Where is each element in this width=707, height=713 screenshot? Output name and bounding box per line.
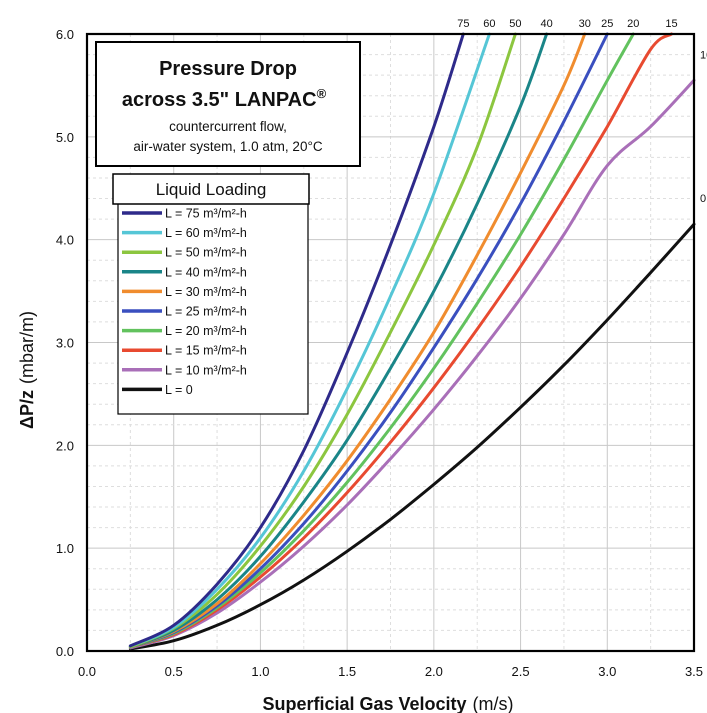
tick-labels: 0.0 0.5 1.0 1.5 2.0 2.5 3.0 3.5 0.0 1.0 2.0 3.0 4.0 5…	[56, 27, 703, 679]
series-line	[128, 32, 609, 649]
chart-title-line1: Pressure Drop	[159, 58, 297, 80]
x-tick-label: 0.5	[165, 664, 183, 679]
legend-entry-label: L = 75 m³/m²-h	[165, 207, 247, 221]
y-tick-label: 3.0	[56, 336, 74, 351]
chart-title-line2: across 3.5" LANPAC®	[122, 86, 327, 111]
x-axis-title: Superficial Gas Velocity (m/s)	[262, 694, 513, 713]
series-line	[128, 32, 673, 649]
curve-end-label: 10	[700, 49, 707, 61]
legend: Liquid Loading L = 75 m³/m²-h L = 60 m³/m…	[112, 173, 310, 415]
y-axis-title-unit: (mbar/m)	[17, 311, 37, 384]
curve-end-label: 20	[627, 18, 639, 30]
x-tick-label: 2.0	[425, 664, 443, 679]
curve-end-labels: 75 60 50 40 30 25 20 15 10 0	[457, 18, 707, 205]
chart-subtitle-line1: countercurrent flow,	[169, 119, 287, 134]
x-axis-title-unit: (m/s)	[473, 694, 514, 713]
x-tick-label: 0.0	[78, 664, 96, 679]
legend-title: Liquid Loading	[156, 180, 267, 199]
y-tick-label: 0.0	[56, 644, 74, 659]
y-axis-title-main: ΔP/z	[17, 390, 37, 429]
legend-entry-label: L = 25 m³/m²-h	[165, 305, 247, 319]
y-axis-title: ΔP/z (mbar/m)	[17, 311, 37, 429]
curve-end-label: 50	[509, 18, 521, 30]
curve-end-label: 30	[579, 18, 591, 30]
curve-end-label: 15	[665, 18, 677, 30]
x-tick-label: 3.0	[598, 664, 616, 679]
title-box: Pressure Drop across 3.5" LANPAC® counte…	[95, 41, 361, 167]
chart-title-line2-text: across 3.5" LANPAC	[122, 89, 317, 111]
x-tick-label: 3.5	[685, 664, 703, 679]
series-line	[128, 222, 696, 651]
title-box-frame	[95, 41, 361, 167]
curve-end-label: 60	[483, 18, 495, 30]
legend-entry-label: L = 10 m³/m²-h	[165, 363, 247, 377]
legend-items: L = 75 m³/m²-h L = 60 m³/m²-h L = 50 m³/m²…	[122, 207, 247, 397]
curve-end-label: 75	[457, 18, 469, 30]
series-line	[128, 32, 587, 649]
curve-end-label: 40	[540, 18, 552, 30]
series-line	[128, 32, 549, 649]
legend-entry-label: L = 30 m³/m²-h	[165, 285, 247, 299]
x-axis-title-main: Superficial Gas Velocity	[262, 694, 466, 713]
series-line	[128, 32, 491, 648]
curve-end-label: 0	[700, 193, 706, 205]
registered-mark: ®	[317, 86, 327, 101]
series-line	[128, 78, 696, 650]
series-line	[128, 32, 635, 649]
x-tick-label: 1.5	[338, 664, 356, 679]
series-curves	[128, 32, 696, 651]
y-tick-label: 5.0	[56, 130, 74, 145]
chart-subtitle-line2: air-water system, 1.0 atm, 20°C	[133, 139, 322, 154]
legend-entry-label: L = 50 m³/m²-h	[165, 246, 247, 260]
series-line	[128, 32, 517, 649]
legend-entry-label: L = 20 m³/m²-h	[165, 324, 247, 338]
curve-end-label: 25	[601, 18, 613, 30]
legend-entry-label: L = 60 m³/m²-h	[165, 226, 247, 240]
legend-entry-label: L = 15 m³/m²-h	[165, 344, 247, 358]
y-tick-label: 4.0	[56, 233, 74, 248]
y-tick-label: 2.0	[56, 438, 74, 453]
plot-frame	[85, 32, 696, 653]
y-tick-label: 6.0	[56, 27, 74, 42]
y-tick-label: 1.0	[56, 541, 74, 556]
x-tick-label: 1.0	[251, 664, 269, 679]
x-tick-label: 2.5	[512, 664, 530, 679]
legend-title-box	[112, 173, 310, 205]
series-line	[128, 32, 465, 648]
legend-entry-label: L = 40 m³/m²-h	[165, 265, 247, 279]
legend-entry-label: L = 0	[165, 383, 193, 397]
